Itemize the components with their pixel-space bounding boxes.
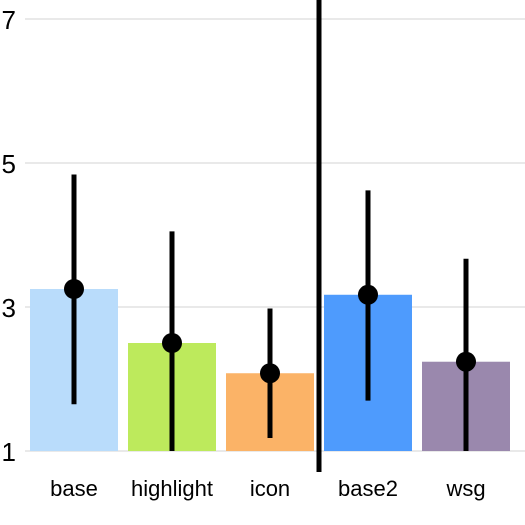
- x-category-label: base2: [338, 476, 398, 501]
- y-tick-label: 3: [2, 293, 16, 323]
- mean-point: [358, 284, 378, 305]
- mean-point: [162, 333, 182, 353]
- y-tick-label: 5: [2, 149, 16, 179]
- x-category-label: highlight: [131, 476, 213, 501]
- mean-point: [260, 363, 280, 384]
- y-tick-labels: 1 3 5 7: [2, 5, 16, 467]
- error-bars: [64, 174, 476, 451]
- y-tick-label: 1: [2, 437, 16, 467]
- y-tick-label: 7: [2, 5, 16, 35]
- mean-point: [64, 279, 84, 299]
- x-category-label: wsg: [445, 476, 485, 501]
- x-category-label: base: [50, 476, 98, 501]
- x-category-label: icon: [250, 476, 290, 501]
- mean-point: [456, 351, 476, 372]
- x-category-labels: base highlight icon base2 wsg: [50, 476, 485, 501]
